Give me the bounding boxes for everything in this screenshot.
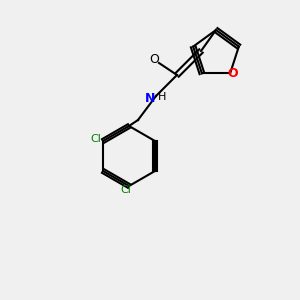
Text: H: H [158, 92, 166, 103]
Text: O: O [150, 53, 159, 67]
Text: Cl: Cl [90, 134, 101, 145]
Text: N: N [145, 92, 155, 106]
Text: O: O [228, 67, 238, 80]
Text: Cl: Cl [121, 185, 131, 196]
